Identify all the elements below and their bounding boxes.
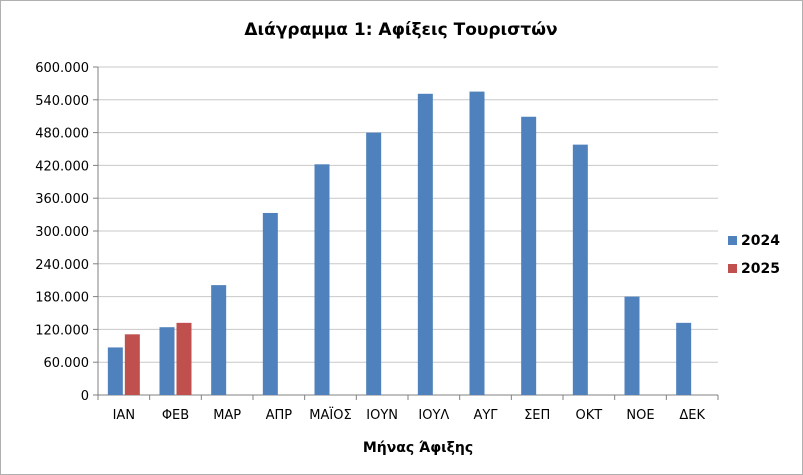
x-tick-label: ΙΑΝ	[113, 408, 135, 423]
x-tick-label: ΦΕΒ	[162, 408, 189, 423]
x-tick-label: ΜΑΪΟΣ	[309, 407, 351, 423]
bar-2024-ΜΑΪΟΣ	[314, 164, 330, 395]
x-tick-label: ΟΚΤ	[575, 408, 602, 423]
x-tick-label: ΑΥΓ	[473, 408, 498, 423]
x-tick-label: ΜΑΡ	[213, 408, 241, 423]
bar-2024-ΔΕΚ	[676, 322, 692, 395]
bar-2024-ΜΑΡ	[211, 285, 227, 395]
y-tick-label: 600.000	[35, 61, 89, 76]
y-tick-label: 0	[81, 389, 89, 404]
bar-2024-ΙΟΥΛ	[417, 93, 433, 395]
bar-2025-ΦΕΒ	[176, 322, 192, 395]
y-tick-label: 480.000	[35, 127, 89, 142]
bar-2025-ΙΑΝ	[124, 334, 140, 395]
y-tick-label: 300.000	[35, 225, 89, 240]
bar-2024-ΟΚΤ	[572, 144, 588, 395]
x-axis-label: Μήνας Άφιξης	[363, 440, 473, 456]
x-tick-label: ΑΠΡ	[266, 408, 293, 423]
legend-swatch-2024	[728, 236, 737, 245]
legend-swatch-2025	[728, 264, 737, 273]
y-tick-label: 360.000	[35, 192, 89, 207]
y-tick-label: 420.000	[35, 159, 89, 174]
bar-2024-ΙΑΝ	[107, 347, 123, 395]
bar-2024-ΙΟΥΝ	[366, 132, 382, 395]
bars	[107, 91, 692, 395]
bar-2024-ΦΕΒ	[159, 327, 175, 395]
legend-label-2025: 2025	[741, 261, 780, 277]
y-axis: 0 60.000 120.000 180.000 240.000 300.000 360.0…	[35, 61, 99, 404]
y-tick-label: 180.000	[35, 291, 89, 306]
bar-2024-ΝΟΕ	[624, 296, 640, 395]
x-tick-label: ΔΕΚ	[679, 408, 705, 423]
x-tick-label: ΣΕΠ	[524, 408, 550, 423]
bar-2024-ΑΥΓ	[469, 91, 485, 395]
bar-2024-ΣΕΠ	[521, 116, 537, 395]
x-tick-label: ΝΟΕ	[626, 408, 654, 423]
chart-title: Διάγραμμα 1: Αφίξεις Τουριστών	[244, 20, 557, 40]
x-tick-label: ΙΟΥΝ	[366, 408, 398, 423]
y-tick-label: 60.000	[44, 356, 90, 371]
bar-2024-ΑΠΡ	[262, 212, 278, 395]
y-tick-label: 540.000	[35, 94, 89, 109]
x-tick-label: ΙΟΥΛ	[418, 408, 449, 423]
x-axis: ΙΑΝ ΦΕΒ ΜΑΡ ΑΠΡ ΜΑΪΟΣ ΙΟΥΝ ΙΟΥΛ ΑΥΓ ΣΕΠ ΟΚΤ ΝΟΕ ΔΕΚ	[97, 395, 719, 423]
y-tick-label: 120.000	[35, 323, 89, 338]
legend-label-2024: 2024	[741, 233, 780, 249]
y-tick-label: 240.000	[35, 258, 89, 273]
legend: 2024 2025	[728, 233, 780, 277]
